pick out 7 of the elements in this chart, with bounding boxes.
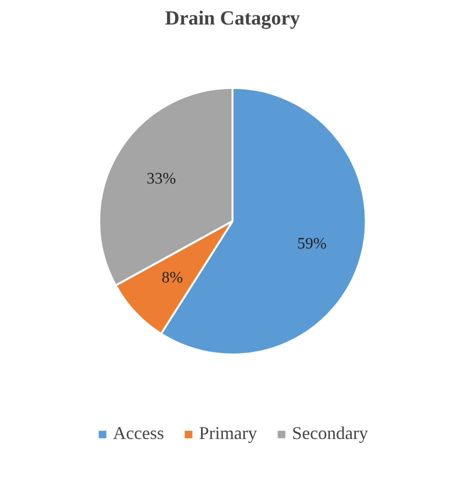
data-label: 59% bbox=[297, 236, 327, 253]
legend-label: Secondary bbox=[292, 423, 368, 444]
data-label: 8% bbox=[162, 269, 183, 286]
legend-label: Primary bbox=[199, 423, 257, 444]
data-label: 33% bbox=[146, 170, 176, 188]
legend-label: Access bbox=[113, 423, 164, 444]
chart-title: Drain Catagory bbox=[165, 8, 300, 30]
